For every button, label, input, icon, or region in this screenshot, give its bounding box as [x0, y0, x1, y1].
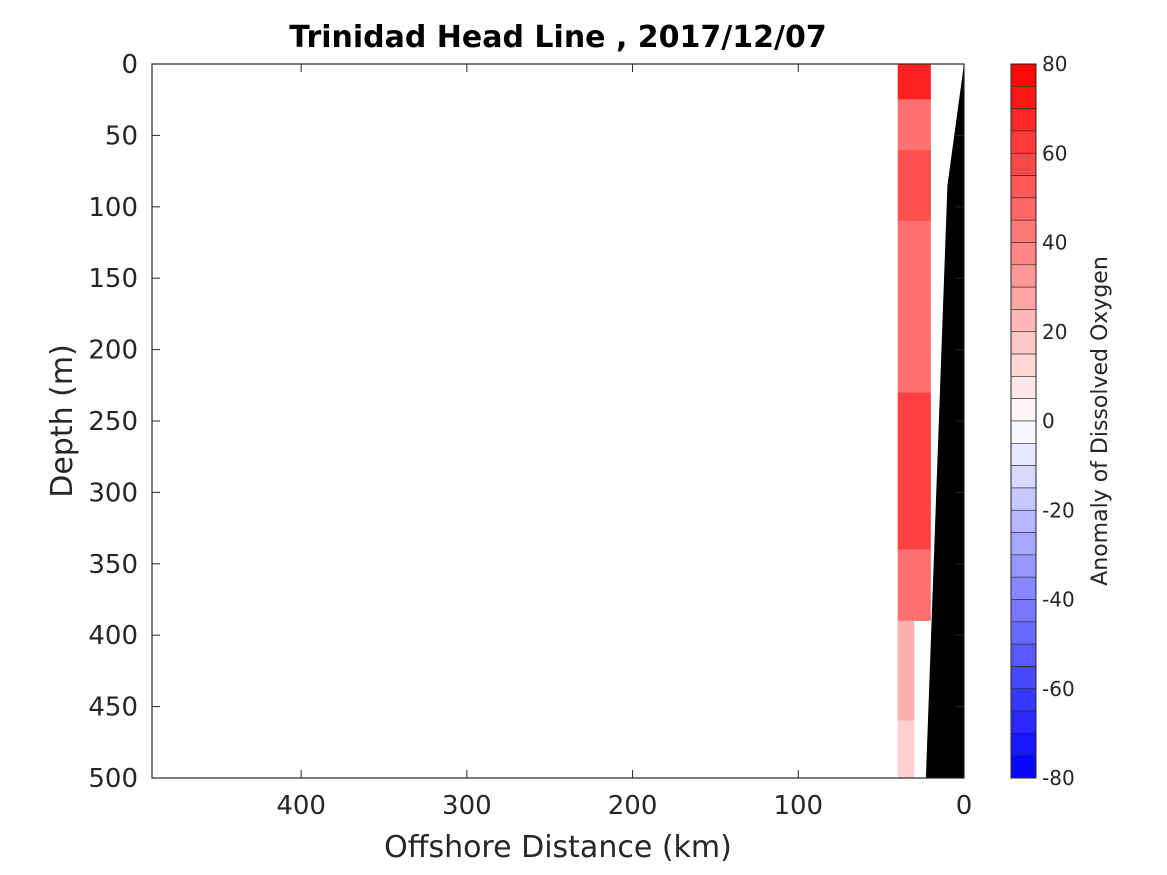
- colorbar-segment: [1010, 443, 1037, 466]
- colorbar-segment: [1010, 63, 1037, 87]
- colorbar-segment: [1010, 599, 1037, 623]
- colorbar-tick-label: -60: [1042, 677, 1075, 701]
- colorbar-segment: [1010, 331, 1037, 355]
- colorbar-segment: [1010, 86, 1037, 109]
- colorbar-segment: [1010, 733, 1037, 756]
- colorbar-segment: [1010, 755, 1037, 779]
- colorbar-segment: [1010, 242, 1037, 266]
- x-tick-labels: 400 300 200 100 0: [276, 791, 972, 821]
- anomaly-field-2: [897, 149, 931, 222]
- bathymetry-shape: [925, 64, 964, 778]
- y-tick-label: 250: [88, 407, 138, 437]
- anomaly-field-group: [897, 64, 931, 778]
- colorbar-segment: [1010, 152, 1037, 176]
- colorbar-tick-label: 20: [1042, 320, 1067, 344]
- colorbar-segment: [1010, 398, 1037, 422]
- x-tick-label: 0: [956, 791, 973, 821]
- colorbar-segment: [1010, 666, 1037, 690]
- plot-background: [152, 64, 964, 778]
- colorbar-segment: [1010, 621, 1037, 645]
- colorbar-segment: [1010, 286, 1037, 310]
- colorbar-tick-label: -40: [1042, 588, 1075, 612]
- plot-area: [151, 63, 965, 779]
- colorbar-segment: [1010, 420, 1037, 444]
- colorbar-segment: [1010, 465, 1037, 489]
- anomaly-field-5: [897, 549, 931, 621]
- colorbar: 80 60 40 20 0 -20 -40 -60 -80 Anomaly of Dissolv…: [1010, 52, 1113, 790]
- colorbar-segment: [1010, 353, 1037, 377]
- colorbar-tick-label: -80: [1042, 766, 1075, 790]
- y-tick-label: 400: [88, 621, 138, 651]
- y-tick-labels: 0 50 100 150 200 250 300 350 400 450 500: [88, 50, 138, 794]
- chart-title: Trinidad Head Line , 2017/12/07: [289, 20, 826, 55]
- y-tick-label: 500: [88, 764, 138, 794]
- y-tick-label: 200: [88, 336, 138, 366]
- plot-frame: [151, 63, 965, 779]
- anomaly-field-6: [897, 620, 915, 721]
- colorbar-segment: [1010, 643, 1037, 667]
- colorbar-segment: [1010, 487, 1037, 511]
- colorbar-tick-label: -20: [1042, 498, 1075, 522]
- colorbar-label: Anomaly of Dissolved Oxygen: [1088, 256, 1113, 586]
- anomaly-field-7: [897, 720, 915, 778]
- anomaly-field-1: [897, 99, 931, 150]
- colorbar-tick-label: 40: [1042, 231, 1067, 255]
- colorbar-segment: [1010, 509, 1037, 533]
- colorbar-frame: [1010, 63, 1037, 779]
- x-tick-label: 100: [773, 791, 823, 821]
- colorbar-segment: [1010, 197, 1037, 221]
- y-tick-label: 450: [88, 693, 138, 723]
- colorbar-segment: [1010, 309, 1037, 333]
- colorbar-segment: [1010, 108, 1037, 132]
- colorbar-segment: [1010, 219, 1037, 243]
- colorbar-tick-label: 80: [1042, 52, 1067, 76]
- colorbar-segment: [1010, 376, 1037, 399]
- colorbar-segments: [1010, 63, 1037, 779]
- colorbar-segment: [1010, 532, 1037, 556]
- x-tick-label: 200: [608, 791, 658, 821]
- anomaly-field-0: [897, 64, 931, 100]
- colorbar-segment: [1010, 710, 1037, 734]
- y-tick-label: 0: [121, 50, 138, 80]
- y-tick-label: 150: [88, 264, 138, 294]
- colorbar-segment: [1010, 264, 1037, 288]
- x-tick-label: 400: [276, 791, 326, 821]
- colorbar-segment: [1010, 554, 1037, 578]
- y-tick-label: 100: [88, 193, 138, 223]
- y-tick-label: 300: [88, 478, 138, 508]
- colorbar-segment: [1010, 688, 1037, 712]
- colorbar-tick-label: 0: [1042, 409, 1055, 433]
- colorbar-segment: [1010, 130, 1037, 154]
- tick-marks: [152, 63, 965, 779]
- colorbar-tick-labels: 80 60 40 20 0 -20 -40 -60 -80: [1042, 52, 1075, 790]
- colorbar-tick-label: 60: [1042, 141, 1067, 165]
- colorbar-segment: [1010, 175, 1037, 199]
- y-tick-label: 50: [105, 121, 138, 151]
- x-axis-label: Offshore Distance (km): [384, 830, 732, 865]
- x-tick-label: 300: [442, 791, 492, 821]
- anomaly-field-3: [897, 221, 931, 393]
- y-tick-label: 350: [88, 550, 138, 580]
- colorbar-segment: [1010, 576, 1037, 600]
- anomaly-field-4: [897, 392, 931, 550]
- y-axis-label: Depth (m): [45, 344, 80, 498]
